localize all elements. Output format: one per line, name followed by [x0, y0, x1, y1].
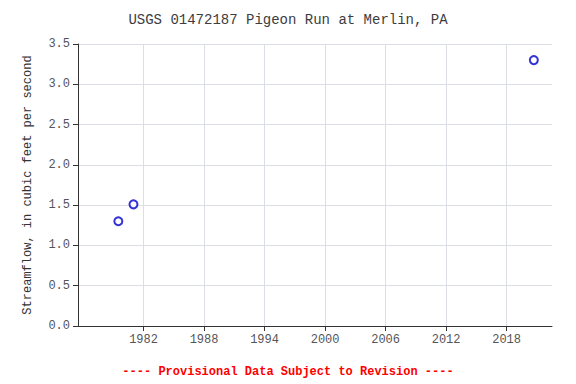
svg-text:---- Provisional Data Subject: ---- Provisional Data Subject to Revisio…	[122, 365, 453, 379]
svg-text:1988: 1988	[190, 333, 219, 347]
svg-text:1.5: 1.5	[48, 198, 70, 212]
svg-text:2.0: 2.0	[48, 158, 70, 172]
svg-text:Streamflow, in cubic feet per: Streamflow, in cubic feet per second	[21, 55, 35, 314]
svg-text:2006: 2006	[371, 333, 400, 347]
svg-text:1982: 1982	[129, 333, 158, 347]
svg-text:USGS 01472187 Pigeon Run at Me: USGS 01472187 Pigeon Run at Merlin, PA	[128, 12, 448, 28]
svg-text:1994: 1994	[250, 333, 279, 347]
svg-text:0.0: 0.0	[48, 319, 70, 333]
svg-text:2.5: 2.5	[48, 118, 70, 132]
svg-text:2012: 2012	[432, 333, 461, 347]
svg-text:2018: 2018	[492, 333, 521, 347]
svg-text:3.5: 3.5	[48, 37, 70, 51]
svg-text:2000: 2000	[311, 333, 340, 347]
svg-text:1.0: 1.0	[48, 238, 70, 252]
svg-text:3.0: 3.0	[48, 77, 70, 91]
svg-text:0.5: 0.5	[48, 279, 70, 293]
